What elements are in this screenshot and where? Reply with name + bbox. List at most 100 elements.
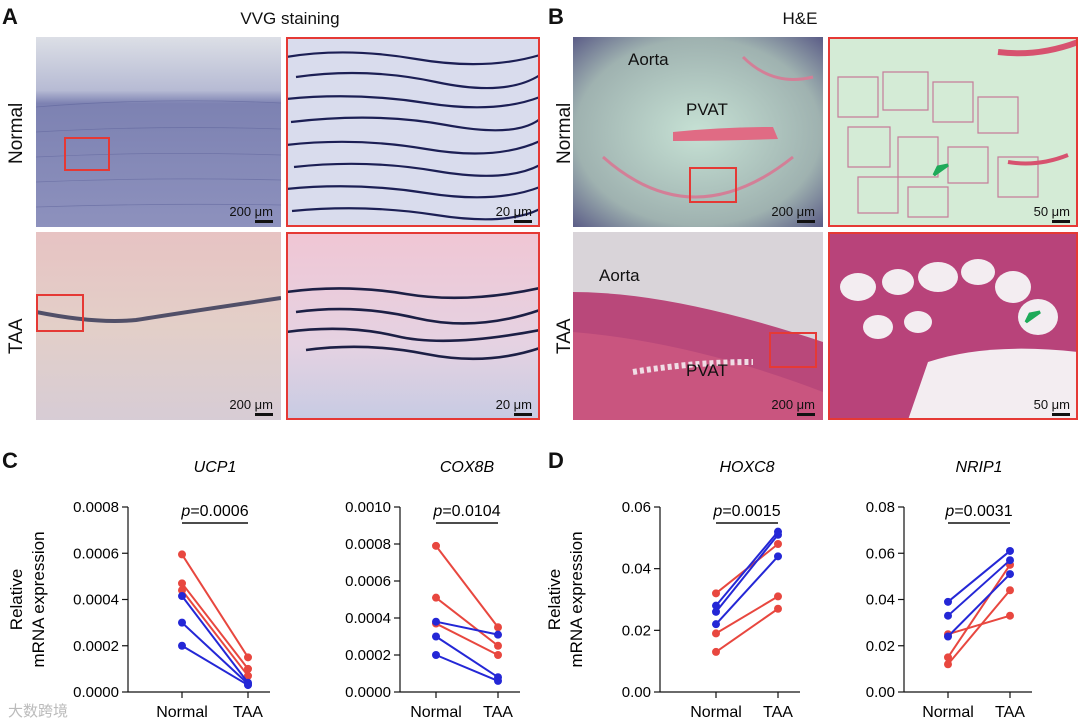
scale-bar [797, 413, 815, 416]
data-point [1006, 546, 1014, 555]
data-point [494, 641, 502, 650]
roi-box [36, 294, 84, 332]
y-tick-label: 0.0006 [73, 545, 119, 562]
series-line [181, 553, 249, 658]
data-point [1006, 570, 1014, 579]
y-tick-label: 0.0008 [345, 536, 391, 553]
data-point [712, 620, 720, 629]
scale-label: 20 μm [495, 204, 532, 219]
y-tick-label: 0.0004 [345, 610, 391, 627]
x-tick-label: TAA [763, 704, 793, 721]
chart-hoxc8: HOXC8 0.00 0.02 0.04 0.06 Normal TAA p=0.0015 Re… [548, 459, 800, 721]
x-tick-label: TAA [483, 704, 513, 721]
series-line [181, 644, 249, 686]
y-tick-label: 0.0002 [345, 647, 391, 664]
scale-label: 200 μm [229, 204, 273, 219]
y-tick-label: 0.04 [622, 561, 651, 578]
roi-box [769, 332, 817, 368]
data-point [944, 611, 952, 620]
y-axis-label: mRNA expression [29, 531, 48, 667]
panel-a-title: VVG staining [240, 9, 340, 28]
y-tick-label: 0.0006 [345, 573, 391, 590]
scale-bar [1052, 413, 1070, 416]
he-normal-overview: Aorta PVAT 200 μm [573, 37, 823, 227]
data-point [244, 664, 252, 673]
data-point [244, 671, 252, 680]
y-tick-label: 0.08 [866, 499, 895, 516]
series-line [435, 545, 499, 628]
y-tick-label: 0.0000 [345, 684, 391, 701]
p-value-label: p=0.0104 [432, 503, 500, 520]
series-line [435, 620, 499, 636]
scale-bar [255, 220, 273, 223]
y-tick-label: 0.06 [622, 499, 651, 516]
data-point [1006, 556, 1014, 565]
series-line [435, 654, 499, 682]
data-point [712, 647, 720, 656]
gene-title: COX8B [440, 459, 495, 476]
series-line [181, 582, 249, 670]
y-tick-label: 0.02 [622, 622, 651, 639]
y-tick-label: 0.06 [866, 545, 895, 562]
data-point [178, 618, 186, 627]
series-line [947, 589, 1011, 665]
scale-bar [514, 413, 532, 416]
series-line [181, 595, 249, 684]
data-point [494, 651, 502, 659]
data-point [432, 541, 440, 550]
vvg-taa-overview: 200 μm [36, 232, 281, 420]
scale-label: 50 μm [1033, 397, 1070, 412]
series-line [947, 550, 1011, 603]
data-point [432, 651, 440, 659]
x-tick-label: Normal [156, 704, 208, 721]
series-line [181, 589, 249, 677]
roi-box [689, 167, 737, 203]
data-point [944, 632, 952, 641]
y-tick-label: 0.0010 [345, 499, 391, 516]
series-line [181, 621, 249, 685]
p-value-label: p=0.0006 [180, 503, 248, 520]
scale-label: 200 μm [229, 397, 273, 412]
vvg-normal-zoom: 20 μm [286, 37, 540, 227]
series-line [715, 607, 779, 653]
gene-title: HOXC8 [719, 459, 774, 476]
row-label-normal-a: Normal [6, 102, 27, 164]
scale-bar [255, 413, 273, 416]
x-tick-label: Normal [410, 704, 462, 721]
he-taa-overview: Aorta PVAT 200 μm [573, 232, 823, 420]
chart-cox8b: COX8B 0.0000 0.0002 0.0004 0.0006 0.0008 0.001… [345, 459, 520, 721]
y-axis-label: Relative [7, 569, 26, 630]
x-tick-label: Normal [690, 704, 742, 721]
x-tick-label: Normal [922, 704, 974, 721]
data-point [178, 579, 186, 588]
y-tick-label: 0.00 [622, 684, 651, 701]
series-line [715, 555, 779, 625]
series-line [715, 534, 779, 613]
gene-title: UCP1 [194, 459, 237, 476]
data-point [432, 617, 440, 626]
watermark: 大数跨境 [8, 703, 69, 720]
series-line [947, 564, 1011, 658]
vvg-taa-zoom: 20 μm [286, 232, 540, 420]
he-normal-zoom: 50 μm [828, 37, 1078, 227]
y-tick-label: 0.02 [866, 638, 895, 655]
label-aorta: Aorta [599, 266, 640, 285]
panel-letter-b: B [548, 4, 564, 29]
y-axis-label: Relative [548, 569, 564, 630]
data-point [944, 597, 952, 606]
label-pvat: PVAT [686, 100, 728, 119]
data-point [774, 592, 782, 601]
series-line [435, 596, 499, 647]
gene-title: NRIP1 [955, 459, 1002, 476]
y-tick-label: 0.0002 [73, 638, 119, 655]
label-pvat: PVAT [686, 361, 728, 380]
y-tick-label: 0.04 [866, 592, 895, 609]
y-tick-label: 0.0008 [73, 499, 119, 516]
data-point [712, 629, 720, 638]
data-point [178, 641, 186, 650]
series-line [947, 573, 1011, 638]
data-point [244, 681, 252, 690]
data-point [494, 676, 502, 685]
scale-bar [514, 220, 532, 223]
he-taa-zoom: 50 μm [828, 232, 1078, 420]
